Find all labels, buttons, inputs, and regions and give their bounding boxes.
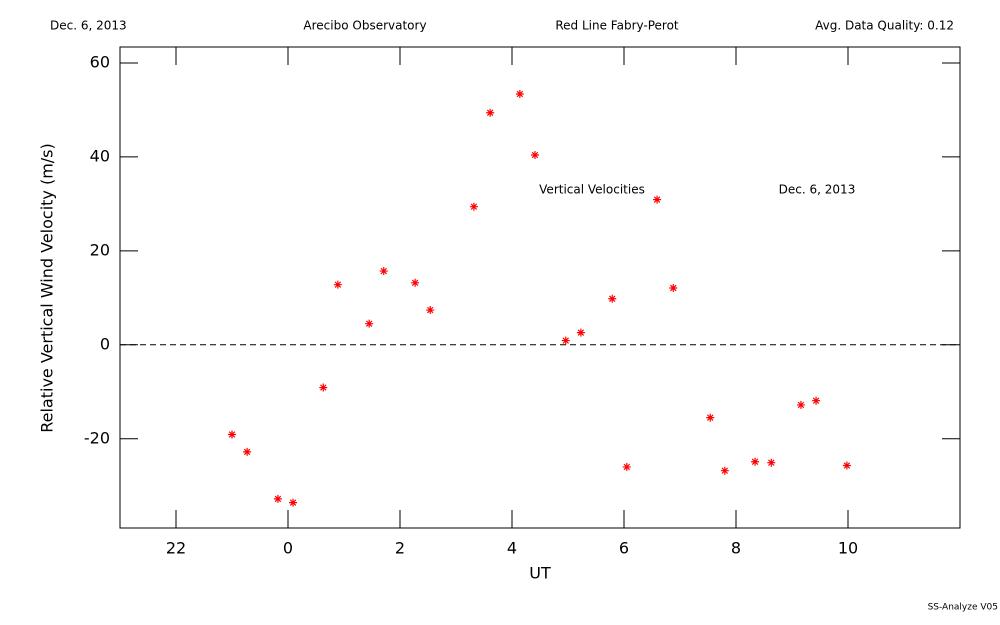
point bbox=[365, 319, 374, 328]
point bbox=[669, 283, 678, 292]
point bbox=[228, 430, 236, 439]
point bbox=[243, 447, 252, 456]
x-tick-label: 0 bbox=[283, 539, 293, 558]
x-tick-label: 4 bbox=[507, 539, 517, 558]
point bbox=[411, 278, 420, 287]
point bbox=[273, 494, 282, 503]
plot-frame bbox=[119, 46, 961, 529]
point bbox=[530, 151, 539, 160]
point bbox=[751, 457, 760, 466]
point bbox=[319, 383, 328, 392]
y-axis-label: Relative Vertical Wind Velocity (m/s) bbox=[38, 143, 57, 433]
point bbox=[608, 294, 617, 303]
point bbox=[720, 466, 729, 475]
y-tick-label: 20 bbox=[90, 240, 110, 259]
point bbox=[812, 396, 821, 405]
x-tick-label: 6 bbox=[619, 539, 629, 558]
x-tick-label: 8 bbox=[731, 539, 741, 558]
point bbox=[706, 413, 715, 422]
point bbox=[379, 267, 388, 276]
point bbox=[796, 400, 805, 409]
header-date: Dec. 6, 2013 bbox=[50, 19, 127, 33]
point bbox=[426, 306, 435, 315]
y-tick-label: 60 bbox=[90, 52, 110, 71]
point bbox=[289, 498, 298, 507]
point bbox=[622, 462, 631, 471]
point bbox=[561, 336, 570, 345]
header-instrument: Red Line Fabry-Perot bbox=[555, 19, 679, 33]
x-tick-label: 22 bbox=[166, 539, 186, 558]
annotation: Vertical Velocities bbox=[539, 183, 645, 197]
point bbox=[333, 280, 342, 289]
annotation: Dec. 6, 2013 bbox=[779, 183, 856, 197]
x-axis-label: UT bbox=[529, 564, 551, 583]
header-site: Arecibo Observatory bbox=[303, 19, 426, 33]
x-tick-label: 2 bbox=[395, 539, 405, 558]
point bbox=[653, 195, 662, 204]
header-quality: Avg. Data Quality: 0.12 bbox=[815, 19, 954, 33]
point bbox=[767, 458, 776, 467]
point bbox=[515, 89, 524, 98]
point bbox=[486, 108, 495, 117]
point bbox=[469, 202, 478, 211]
x-tick-label: 10 bbox=[838, 539, 858, 558]
footer: SS-Analyze V05 bbox=[928, 603, 998, 613]
y-tick-label: -20 bbox=[84, 428, 110, 447]
y-tick-label: 40 bbox=[90, 146, 110, 165]
point bbox=[576, 328, 585, 337]
y-tick-label: 0 bbox=[100, 334, 110, 353]
point bbox=[842, 461, 851, 470]
